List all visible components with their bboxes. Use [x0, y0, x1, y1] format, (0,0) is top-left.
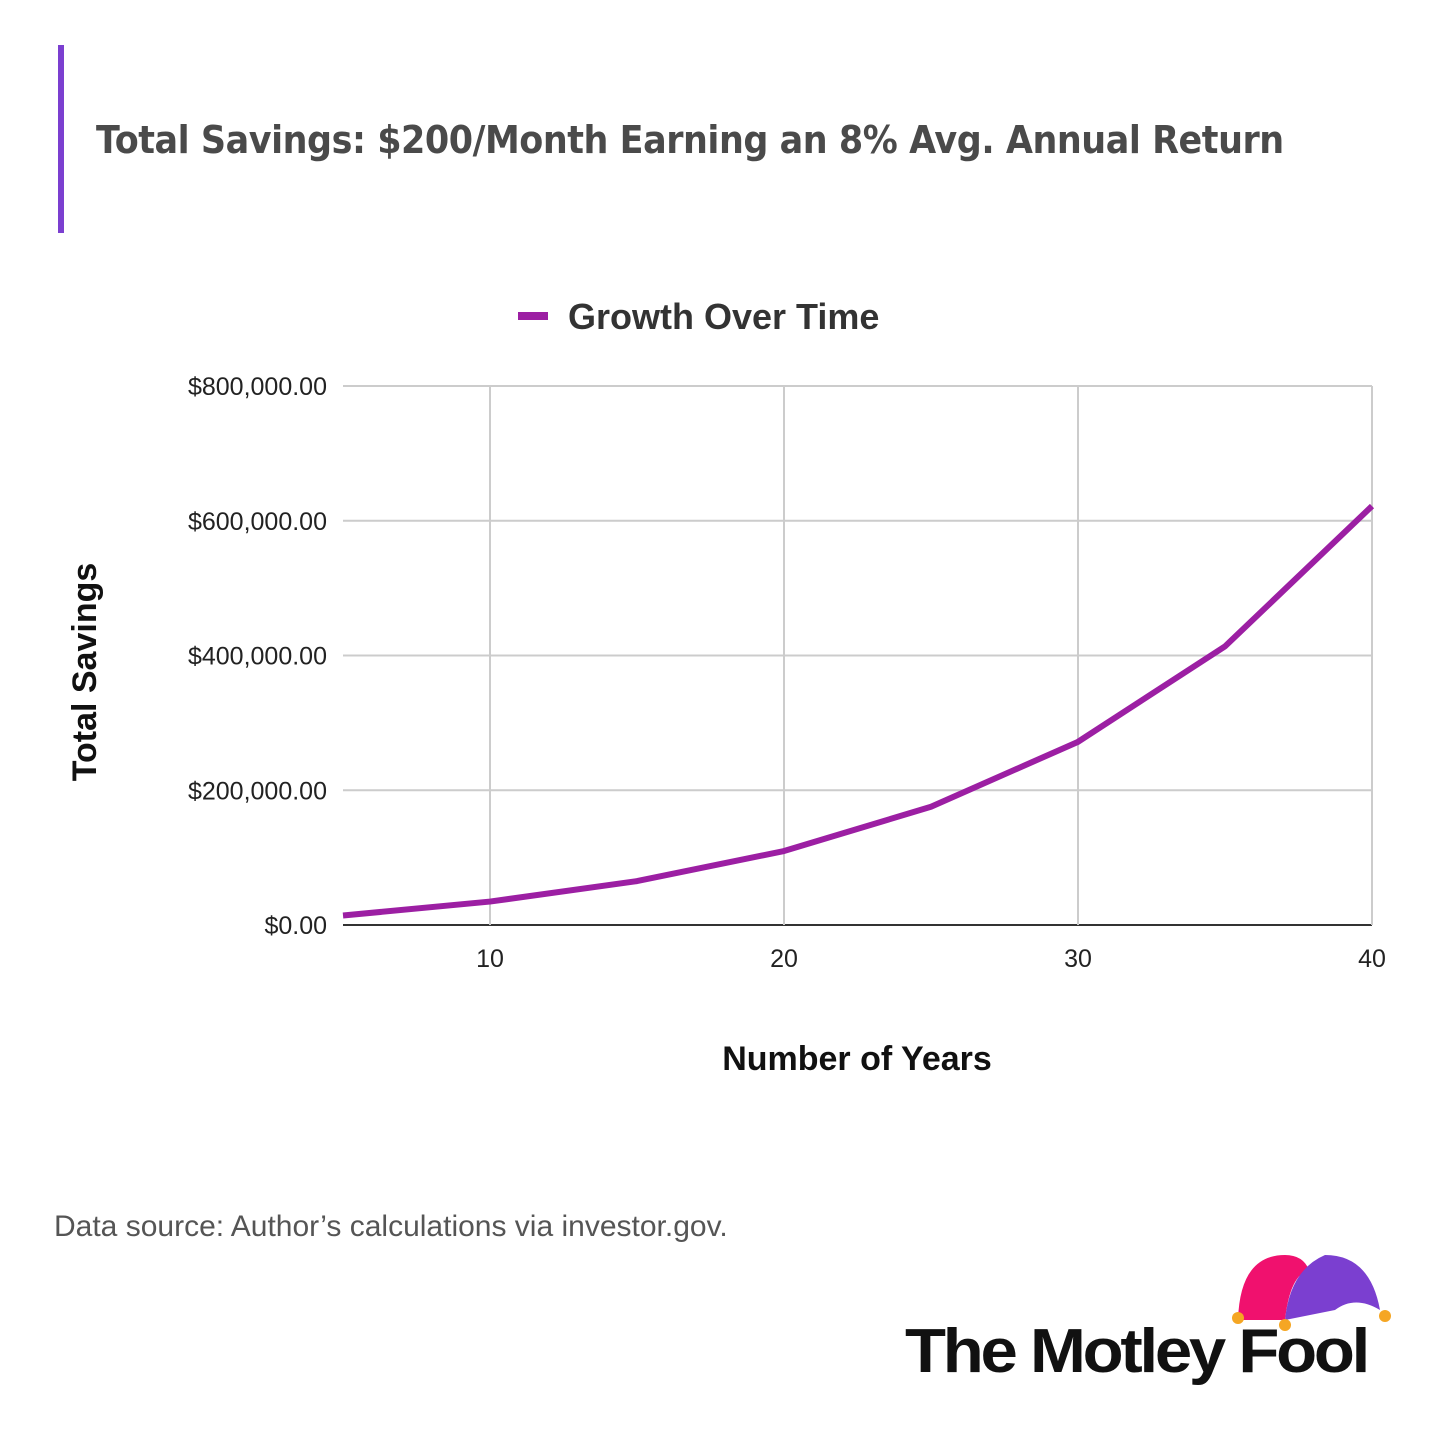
legend-swatch: [518, 312, 548, 320]
chart-title: Total Savings: $200/Month Earning an 8% …: [96, 118, 1284, 162]
series-line-growth-over-time: [342, 503, 1375, 919]
line-chart: Growth Over Time Total Savings Number of…: [66, 296, 1386, 1078]
legend-label: Growth Over Time: [568, 296, 879, 337]
data-source-note: Data source: Author’s calculations via i…: [54, 1210, 728, 1243]
x-axis-label: Number of Years: [722, 1040, 992, 1078]
y-tick-label: $800,000.00: [188, 373, 327, 401]
y-tick-label: $400,000.00: [188, 643, 327, 671]
y-axis-label: Total Savings: [66, 563, 104, 782]
y-tick-label: $0.00: [264, 912, 327, 940]
legend: Growth Over Time: [518, 296, 879, 337]
x-tick-label: 10: [476, 945, 504, 973]
title-accent-bar: [58, 45, 64, 233]
x-tick-label: 30: [1064, 945, 1092, 973]
y-tick-label: $600,000.00: [188, 508, 327, 536]
x-tick-label: 20: [770, 945, 798, 973]
logo-wordmark: The Motley Fool: [905, 1317, 1367, 1386]
y-tick-label: $200,000.00: [188, 777, 327, 805]
x-tick-label: 40: [1358, 945, 1386, 973]
motley-fool-logo: The Motley Fool: [905, 1255, 1391, 1386]
jester-hat-icon: [1232, 1255, 1391, 1331]
